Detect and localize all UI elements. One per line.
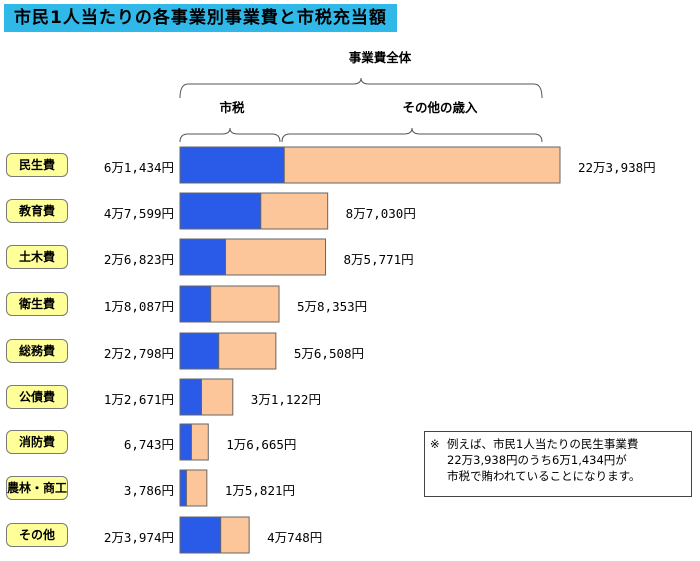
tax-amount-label: 2万2,798円	[103, 346, 174, 361]
tax-amount-label: 1万2,671円	[103, 392, 174, 407]
bar-tax-4	[179, 332, 220, 370]
tax-amount-label: 3,786円	[123, 483, 174, 498]
tax-brace	[179, 127, 281, 143]
note-line-1: 例えば、市民1人当たりの民生事業費	[447, 437, 639, 451]
chart-title: 市民1人当たりの各事業別事業費と市税充当額	[4, 4, 397, 32]
total-amount-label: 3万1,122円	[250, 392, 321, 407]
bar-tax-0	[179, 146, 285, 184]
other-brace	[281, 127, 543, 143]
note-line-2: 22万3,938円のうち6万1,434円が	[447, 453, 627, 467]
tax-amount-label: 4万7,599円	[103, 206, 174, 221]
category-label: その他	[6, 523, 68, 547]
tax-amount-label: 6,743円	[123, 437, 174, 452]
category-label: 衛生費	[6, 292, 68, 316]
note-mark: ※	[430, 437, 440, 451]
bar-tax-3	[179, 285, 212, 323]
category-label: 教育費	[6, 199, 68, 223]
tax-amount-label: 6万1,434円	[103, 160, 174, 175]
bar-tax-6	[179, 423, 192, 461]
bar-tax-5	[179, 378, 203, 416]
total-amount-label: 1万5,821円	[224, 483, 295, 498]
total-amount-label: 8万5,771円	[343, 252, 414, 267]
note-line-3: 市税で賄われていることになります。	[447, 469, 641, 483]
header-tax-label: 市税	[219, 100, 245, 115]
total-amount-label: 5万6,508円	[293, 346, 365, 361]
bar-tax-7	[179, 469, 187, 507]
bar-tax-1	[179, 192, 262, 230]
total-brace	[179, 77, 543, 99]
tax-amount-label: 1万8,087円	[103, 299, 174, 314]
category-label: 民生費	[6, 153, 68, 177]
total-amount-label: 22万3,938円	[578, 160, 656, 175]
bar-tax-8	[179, 516, 222, 554]
header-total-label: 事業費全体	[349, 50, 412, 65]
category-label: 農林・商工	[6, 476, 68, 500]
total-amount-label: 1万6,665円	[226, 437, 297, 452]
category-label: 公債費	[6, 385, 68, 409]
tax-amount-label: 2万3,974円	[103, 530, 174, 545]
total-amount-label: 5万8,353円	[297, 299, 368, 314]
category-label: 総務費	[6, 339, 68, 363]
explanation-note: ※ 例えば、市民1人当たりの民生事業費 22万3,938円のうち6万1,434円…	[424, 431, 692, 497]
total-amount-label: 4万748円	[267, 530, 323, 545]
header-other-label: その他の歳入	[402, 100, 478, 115]
category-label: 土木費	[6, 245, 68, 269]
category-label: 消防費	[6, 430, 68, 454]
total-amount-label: 8万7,030円	[345, 206, 416, 221]
bar-tax-2	[179, 238, 227, 276]
tax-amount-label: 2万6,823円	[103, 252, 174, 267]
